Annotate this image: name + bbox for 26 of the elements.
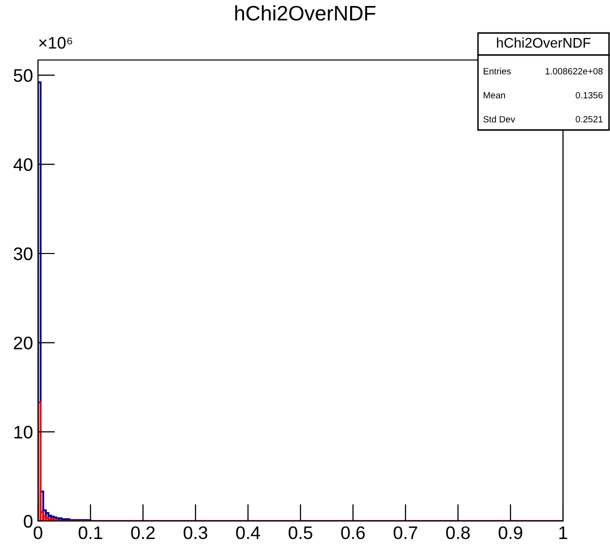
x-tick-label: 0.9 xyxy=(498,526,522,540)
annotation: 1.008622e+08 xyxy=(546,68,603,74)
x-tick-label: 0.7 xyxy=(394,526,418,540)
annotation: Entries xyxy=(484,68,511,74)
x-tick-label: 1 xyxy=(559,526,568,539)
x-tick-label: 0.8 xyxy=(446,526,470,540)
y-tick-label: 20 xyxy=(14,336,32,350)
y-tick-label: 50 xyxy=(14,69,32,82)
x-tick-label: 0.6 xyxy=(341,526,365,540)
y-tick-label: 10 xyxy=(14,426,32,439)
y-tick-label: 0 xyxy=(24,514,32,528)
chart-title: hChi2OverNDF xyxy=(235,5,376,21)
x-tick-label: 0.5 xyxy=(288,526,312,540)
x-tick-label: 0.4 xyxy=(236,526,260,540)
text: hChi2OverNDF xyxy=(497,38,590,48)
y-tick-label: 40 xyxy=(13,158,32,172)
x-tick-label: 0.2 xyxy=(131,526,155,540)
text: 0.1356 xyxy=(576,92,603,98)
x-tick-label: 0.3 xyxy=(184,526,208,540)
x-tick-label: 0 xyxy=(34,526,42,540)
annotation: Mean xyxy=(484,92,505,98)
y-tick-label: 30 xyxy=(14,247,32,260)
text: 0.2521 xyxy=(576,116,603,122)
text: ×10⁶ xyxy=(39,36,72,49)
x-tick-label: 0.1 xyxy=(78,526,102,540)
annotation: Std Dev xyxy=(483,116,516,122)
